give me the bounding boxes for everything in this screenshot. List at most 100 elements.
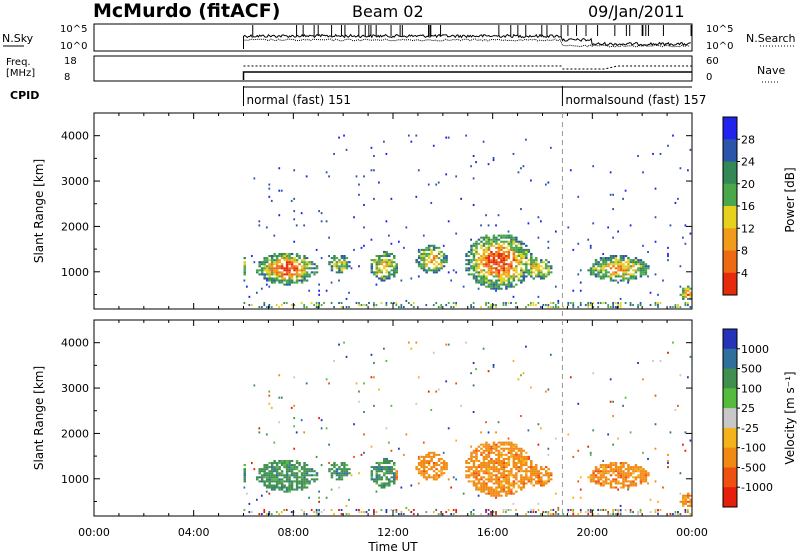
velocity-cell	[388, 462, 391, 465]
power-cell	[380, 277, 384, 280]
power-cell	[333, 259, 336, 262]
power-cell	[330, 301, 333, 305]
velocity-cell	[263, 511, 266, 514]
velocity-cell	[567, 508, 570, 512]
velocity-cell	[343, 472, 346, 475]
velocity-cell	[505, 494, 508, 497]
velocity-cell	[375, 480, 379, 483]
velocity-cell	[554, 492, 557, 495]
velocity-cell	[490, 447, 493, 450]
power-cell	[305, 265, 309, 268]
velocity-cell	[447, 427, 450, 430]
power-cell	[599, 275, 603, 278]
velocity-cell	[487, 476, 491, 479]
velocity-cell	[283, 459, 286, 463]
velocity-cell	[535, 470, 538, 473]
power-cell	[597, 265, 600, 268]
power-cell	[647, 267, 650, 270]
power-cell	[427, 248, 431, 251]
velocity-cell	[535, 476, 538, 479]
power-cell	[315, 267, 319, 270]
power-cell	[265, 277, 269, 280]
power-cell	[475, 246, 478, 249]
power-cell	[407, 301, 410, 305]
velocity-cell	[285, 476, 289, 479]
power-cell	[495, 224, 497, 227]
velocity-cell	[589, 478, 593, 481]
velocity-cell	[594, 476, 598, 479]
velocity-cell	[619, 476, 623, 479]
power-cell	[520, 275, 523, 278]
velocity-cell	[452, 513, 455, 516]
velocity-cell	[515, 513, 517, 516]
velocity-cell	[492, 478, 496, 481]
power-cell	[662, 279, 664, 282]
power-cell	[275, 271, 279, 274]
velocity-cell	[283, 474, 286, 477]
velocity-cell	[270, 462, 274, 465]
velocity-cell	[285, 464, 289, 467]
power-cell	[383, 252, 386, 256]
velocity-cell	[515, 472, 518, 475]
velocity-cell	[612, 486, 615, 489]
velocity-cell	[507, 449, 511, 452]
power-cell	[592, 267, 595, 270]
power-cell	[490, 244, 493, 247]
velocity-cell	[397, 447, 400, 450]
power-cell	[345, 265, 349, 268]
velocity-cell	[482, 445, 486, 448]
velocity-cell	[258, 476, 261, 479]
power-cell	[273, 277, 276, 280]
power-cell	[375, 259, 379, 262]
velocity-cell	[385, 427, 388, 430]
velocity-cell	[535, 511, 537, 514]
velocity-cell	[383, 462, 386, 465]
power-cell	[385, 259, 389, 262]
velocity-cell	[487, 478, 491, 481]
power-cell	[637, 267, 640, 270]
velocity-cell	[487, 488, 491, 491]
velocity-cell	[280, 472, 284, 475]
power-cell	[522, 165, 525, 168]
velocity-cell	[268, 472, 271, 475]
power-cell	[505, 246, 508, 249]
velocity-cell	[370, 376, 373, 379]
power-cell	[432, 248, 436, 251]
power-cell	[497, 265, 501, 268]
power-cell	[502, 263, 506, 266]
power-cell	[385, 152, 388, 155]
power-cell	[288, 269, 291, 272]
velocity-cell	[430, 451, 433, 454]
velocity-cell	[507, 459, 511, 463]
power-cell	[515, 250, 518, 253]
power-cell	[275, 269, 279, 272]
power-cell	[667, 255, 669, 258]
velocity-cell	[415, 468, 418, 471]
power-cell	[544, 183, 547, 186]
velocity-cell	[385, 466, 389, 469]
power-cell	[689, 297, 692, 300]
power-cell	[375, 304, 378, 307]
velocity-cell	[265, 480, 269, 483]
power-cell	[318, 301, 320, 305]
velocity-cell	[368, 508, 370, 512]
velocity-cell	[268, 480, 271, 483]
velocity-cell	[510, 443, 513, 446]
power-cell	[268, 265, 271, 268]
power-cell	[368, 301, 370, 305]
power-cell	[395, 269, 398, 272]
velocity-cell	[375, 462, 379, 465]
power-cell	[475, 242, 478, 245]
power-cell	[612, 236, 615, 239]
velocity-cell	[612, 472, 615, 475]
power-cell	[393, 269, 396, 272]
velocity-cell	[507, 455, 511, 458]
velocity-cell	[278, 374, 281, 377]
velocity-cell	[624, 476, 628, 479]
power-cell	[258, 263, 261, 266]
velocity-cell	[442, 464, 446, 467]
power-cell	[617, 263, 620, 266]
velocity-cell	[475, 488, 478, 491]
power-cell	[363, 203, 365, 207]
velocity-cell	[338, 476, 341, 479]
